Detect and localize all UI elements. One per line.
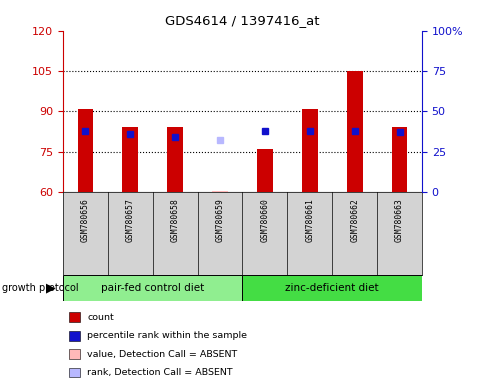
Text: rank, Detection Call = ABSENT: rank, Detection Call = ABSENT xyxy=(87,368,232,377)
Text: pair-fed control diet: pair-fed control diet xyxy=(101,283,204,293)
Text: ▶: ▶ xyxy=(46,281,56,295)
Bar xyxy=(391,127,407,192)
Text: GSM780660: GSM780660 xyxy=(260,198,269,242)
Text: growth protocol: growth protocol xyxy=(2,283,79,293)
Bar xyxy=(346,71,362,192)
Bar xyxy=(77,109,93,192)
Text: percentile rank within the sample: percentile rank within the sample xyxy=(87,331,247,340)
Bar xyxy=(68,349,80,359)
Bar xyxy=(302,109,317,192)
Text: count: count xyxy=(87,313,114,322)
Bar xyxy=(257,149,272,192)
Bar xyxy=(68,312,80,322)
Title: GDS4614 / 1397416_at: GDS4614 / 1397416_at xyxy=(165,14,319,27)
Bar xyxy=(63,275,242,301)
Text: GSM780663: GSM780663 xyxy=(394,198,403,242)
Bar xyxy=(68,331,80,341)
Text: GSM780659: GSM780659 xyxy=(215,198,224,242)
Text: GSM780656: GSM780656 xyxy=(81,198,90,242)
Text: value, Detection Call = ABSENT: value, Detection Call = ABSENT xyxy=(87,349,237,359)
Text: GSM780658: GSM780658 xyxy=(170,198,180,242)
Bar xyxy=(122,127,138,192)
Text: GSM780662: GSM780662 xyxy=(349,198,359,242)
Bar xyxy=(212,191,227,192)
Bar xyxy=(68,367,80,377)
Bar xyxy=(242,275,421,301)
Text: GSM780657: GSM780657 xyxy=(125,198,135,242)
Text: zinc-deficient diet: zinc-deficient diet xyxy=(285,283,378,293)
Text: GSM780661: GSM780661 xyxy=(304,198,314,242)
Bar xyxy=(167,127,182,192)
